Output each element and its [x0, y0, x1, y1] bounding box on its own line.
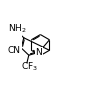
- Text: CN: CN: [8, 46, 21, 55]
- Text: N: N: [36, 48, 42, 57]
- Text: CF$_3$: CF$_3$: [21, 60, 38, 72]
- Text: NH$_2$: NH$_2$: [8, 22, 27, 35]
